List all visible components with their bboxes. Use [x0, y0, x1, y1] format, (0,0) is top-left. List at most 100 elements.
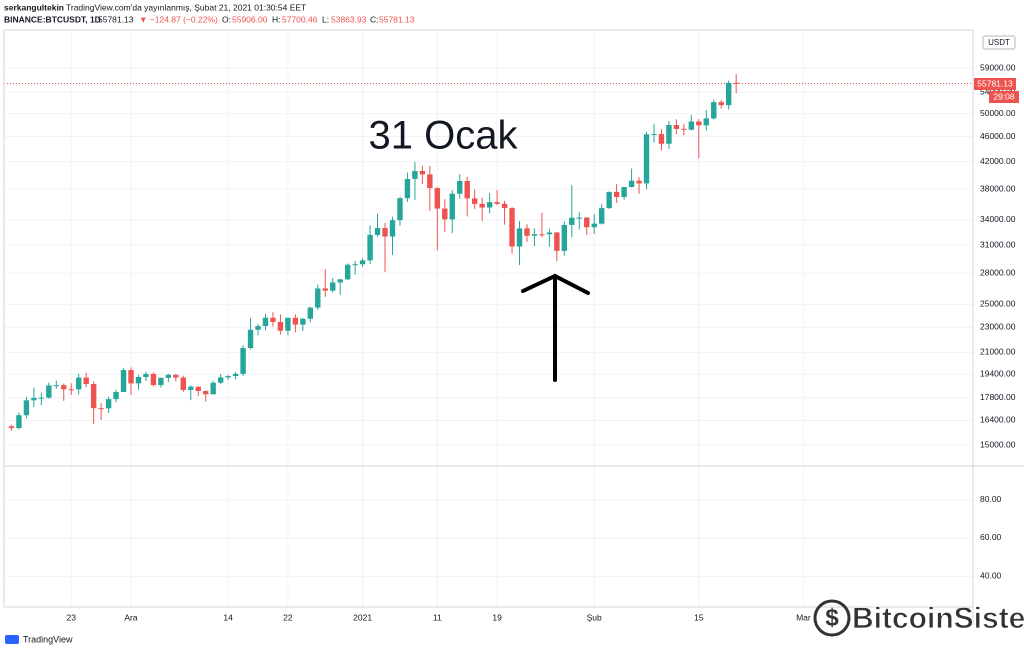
y-tick-label: 25000.00 — [980, 299, 1016, 309]
candle-body — [569, 217, 575, 225]
lower-y-tick-label: 60.00 — [980, 532, 1002, 542]
published: TradingView.com'da yayınlanmış, Şubat 21… — [66, 2, 306, 12]
candle-body — [150, 373, 157, 386]
candle-body — [68, 389, 74, 391]
x-tick-label: 19 — [492, 612, 502, 622]
candle-body — [270, 317, 276, 322]
x-tick-label: 14 — [223, 612, 233, 622]
candle-body — [427, 174, 433, 189]
y-tick-label: 19400.00 — [980, 368, 1016, 378]
countdown: 29:08 — [993, 91, 1015, 101]
candle-body — [31, 397, 37, 401]
candle-body — [382, 227, 388, 237]
candle-body — [16, 415, 22, 429]
candle-body — [621, 187, 627, 197]
candle-body — [367, 234, 373, 261]
lower-y-tick-label: 40.00 — [980, 571, 1002, 581]
watermark: BitcoinSistemi — [852, 602, 1024, 635]
candle-body — [8, 426, 15, 429]
candle-body — [128, 370, 134, 384]
candle-body — [725, 82, 732, 106]
candle-body — [173, 374, 179, 378]
candle-body — [285, 317, 291, 331]
candle-body — [412, 171, 418, 179]
candle-body — [419, 171, 426, 175]
candle-body — [389, 220, 396, 237]
candle-body — [165, 374, 172, 378]
candle-body — [277, 321, 284, 331]
candle-body — [397, 198, 403, 221]
candle-body — [247, 329, 254, 349]
candle-body — [76, 377, 82, 390]
candle-body — [696, 121, 702, 126]
y-tick-label: 50000.00 — [980, 108, 1016, 118]
candle-body — [344, 264, 351, 280]
x-tick-label: 2021 — [353, 612, 372, 622]
candle-body — [643, 134, 650, 184]
candle-body — [688, 121, 695, 130]
candle-body — [337, 279, 343, 283]
candle-body — [471, 198, 478, 204]
candle-body — [61, 385, 67, 390]
currency: USDT — [988, 38, 1010, 47]
candle-body — [554, 232, 560, 251]
x-tick-label: 23 — [67, 612, 77, 622]
candle-body — [442, 208, 448, 220]
y-tick-label: 21000.00 — [980, 347, 1016, 357]
candle-body — [718, 102, 724, 106]
h-value: 57700.46 — [282, 14, 318, 24]
l-value: 53863.93 — [331, 14, 367, 24]
candle-body — [479, 203, 485, 208]
y-tick-label: 34000.00 — [980, 214, 1016, 224]
c-label: C: — [370, 14, 379, 24]
candle-body — [322, 288, 328, 291]
candle-body — [561, 224, 568, 251]
candle-body — [46, 385, 52, 398]
candle-body — [120, 370, 127, 393]
y-tick-label: 59000.00 — [980, 62, 1016, 72]
candle-body — [457, 180, 463, 194]
l-label: L: — [322, 14, 329, 24]
candle-body — [330, 282, 336, 291]
candle-body — [255, 326, 261, 330]
candle-body — [203, 390, 209, 395]
candle-body — [38, 397, 45, 399]
y-tick-label: 17800.00 — [980, 392, 1016, 402]
countdown-box — [989, 91, 1019, 103]
y-tick-label: 46000.00 — [980, 131, 1016, 141]
svg-text:$: $ — [825, 604, 839, 631]
candle-body — [240, 348, 246, 374]
y-tick-label: 28000.00 — [980, 267, 1016, 277]
candle-body — [531, 234, 538, 236]
h-label: H: — [272, 14, 281, 24]
candle-body — [501, 203, 508, 209]
candle-body — [651, 134, 657, 136]
candle-body — [232, 373, 239, 377]
candle-body — [113, 392, 119, 400]
candle-body — [509, 208, 515, 247]
candle-body — [703, 118, 709, 126]
x-tick-label: Şub — [587, 612, 602, 622]
x-tick-label: Ara — [124, 612, 138, 622]
x-tick-label: Mar — [796, 612, 811, 622]
annotation: 31 Ocak — [369, 114, 519, 158]
y-tick-label: 15000.00 — [980, 439, 1016, 449]
candle-body — [464, 180, 470, 199]
candle-body — [681, 128, 687, 130]
candles — [8, 74, 739, 431]
candle-body — [300, 318, 306, 325]
candle-body — [628, 180, 635, 188]
candle-body — [292, 317, 299, 325]
o-label: O: — [222, 14, 231, 24]
candle-body — [584, 217, 590, 228]
candle-body — [636, 180, 642, 184]
candle-body — [188, 386, 194, 390]
candle-body — [516, 228, 523, 247]
currency-box — [982, 35, 1016, 50]
x-tick-label: 15 — [694, 612, 704, 622]
candle-body — [53, 385, 59, 387]
price-label: 55781.13 — [977, 78, 1013, 88]
grid — [4, 30, 973, 607]
candle-body — [262, 317, 269, 327]
price-label-box — [974, 78, 1016, 90]
